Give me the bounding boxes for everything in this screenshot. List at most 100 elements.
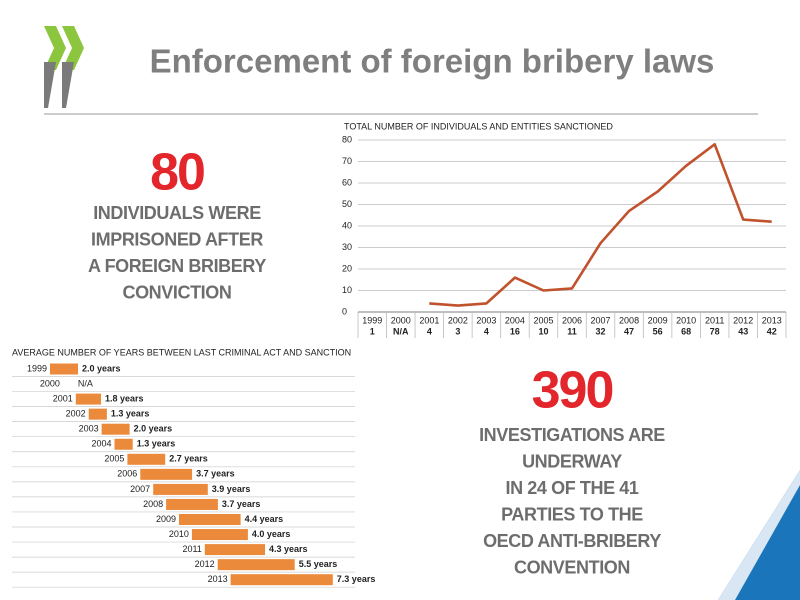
bar xyxy=(179,514,241,525)
y-tick-label: 20 xyxy=(342,263,352,273)
value-label: N/A xyxy=(393,326,409,336)
y-tick-label: 30 xyxy=(342,242,352,252)
value-label: 42 xyxy=(767,326,777,336)
category-label: 2013 xyxy=(208,574,228,584)
bar xyxy=(88,408,107,420)
category-label: 2004 xyxy=(91,439,111,449)
x-tick-label: 2004 xyxy=(505,315,525,325)
value-label: 3.9 years xyxy=(212,484,251,494)
value-label: 1.3 years xyxy=(111,409,150,419)
x-tick-label: 2002 xyxy=(448,315,468,325)
y-tick-label: 10 xyxy=(342,285,352,295)
x-tick-label: 2005 xyxy=(533,315,553,325)
value-label: 2.0 years xyxy=(82,363,121,373)
value-label: 4 xyxy=(484,326,489,336)
category-label: 2012 xyxy=(195,559,215,569)
category-label: 1999 xyxy=(27,363,47,373)
category-label: 2002 xyxy=(66,409,86,419)
value-label: 3.7 years xyxy=(222,499,261,509)
category-label: 2010 xyxy=(169,529,189,539)
stat-text: IMPRISONED AFTER xyxy=(91,229,263,249)
value-label: 1.3 years xyxy=(137,439,176,449)
bar xyxy=(50,363,78,375)
x-tick-label: 2001 xyxy=(419,315,439,325)
value-label: 11 xyxy=(567,326,577,336)
value-label: 10 xyxy=(538,326,548,336)
bar xyxy=(153,483,208,495)
value-label: 16 xyxy=(510,326,520,336)
y-tick-label: 0 xyxy=(342,306,347,316)
x-tick-label: 2009 xyxy=(648,315,668,325)
category-label: 2001 xyxy=(53,393,73,403)
chart-title: AVERAGE NUMBER OF YEARS BETWEEN LAST CRI… xyxy=(12,347,351,357)
category-label: 2000 xyxy=(40,378,60,388)
value-label: 47 xyxy=(624,326,634,336)
stat-number: 80 xyxy=(150,144,204,202)
x-tick-label: 2006 xyxy=(562,315,582,325)
bar xyxy=(114,438,133,450)
slide-title: Enforcement of foreign bribery laws xyxy=(150,43,715,80)
stat-text: INVESTIGATIONS ARE xyxy=(479,425,665,445)
corner-stripe xyxy=(718,470,800,600)
bar xyxy=(75,393,101,405)
x-tick-label: 2007 xyxy=(591,315,611,325)
stat-text: CONVENTION xyxy=(514,557,630,577)
x-tick-label: 2010 xyxy=(676,315,696,325)
chart-title: TOTAL NUMBER OF INDIVIDUALS AND ENTITIES… xyxy=(344,121,613,131)
x-tick-label: 2012 xyxy=(733,315,753,325)
value-label: N/A xyxy=(78,378,93,388)
y-tick-label: 60 xyxy=(342,177,352,187)
category-label: 2008 xyxy=(143,499,163,509)
value-label: 68 xyxy=(681,326,691,336)
logo-chevron xyxy=(62,26,84,70)
logo-bar xyxy=(44,62,56,108)
stat-text: UNDERWAY xyxy=(522,451,622,471)
value-label: 3.7 years xyxy=(196,469,235,479)
bar xyxy=(140,468,193,480)
category-label: 2007 xyxy=(130,484,150,494)
stat-text: CONVICTION xyxy=(122,282,231,302)
value-label: 3 xyxy=(455,326,460,336)
value-label: 7.3 years xyxy=(337,574,376,584)
value-label: 4.3 years xyxy=(269,544,308,554)
x-tick-label: 2013 xyxy=(762,315,782,325)
value-label: 4.4 years xyxy=(245,514,284,524)
data-line xyxy=(429,143,772,307)
logo-bar xyxy=(62,62,74,108)
x-tick-label: 2011 xyxy=(705,315,724,325)
value-label: 5.5 years xyxy=(299,559,338,569)
category-label: 2006 xyxy=(117,469,137,479)
value-label: 4.0 years xyxy=(252,529,291,539)
x-tick-label: 1999 xyxy=(362,315,382,325)
value-label: 1 xyxy=(370,326,375,336)
value-label: 4 xyxy=(427,326,432,336)
value-label: 1.8 years xyxy=(105,393,144,403)
value-label: 32 xyxy=(596,326,606,336)
bar xyxy=(204,544,265,556)
stat-text: PARTIES TO THE xyxy=(501,504,643,524)
x-tick-label: 2003 xyxy=(476,315,496,325)
bar xyxy=(127,453,166,465)
value-label: 56 xyxy=(653,326,663,336)
y-tick-label: 50 xyxy=(342,199,352,209)
value-label: 2.7 years xyxy=(169,454,208,464)
stat-text: IN 24 OF THE 41 xyxy=(505,478,638,498)
x-tick-label: 2008 xyxy=(619,315,639,325)
y-tick-label: 40 xyxy=(342,220,352,230)
x-tick-label: 2000 xyxy=(391,315,411,325)
stat-text: OECD ANTI-BRIBERY xyxy=(483,531,661,551)
stat-number: 390 xyxy=(532,362,613,420)
category-label: 2009 xyxy=(156,514,176,524)
category-label: 2003 xyxy=(79,424,99,434)
value-label: 43 xyxy=(738,326,748,336)
bar xyxy=(166,498,218,510)
category-label: 2005 xyxy=(104,454,124,464)
stat-text: A FOREIGN BRIBERY xyxy=(88,256,266,276)
y-tick-label: 80 xyxy=(342,134,352,144)
y-tick-label: 70 xyxy=(342,156,352,166)
logo-chevron xyxy=(44,26,66,70)
bar xyxy=(101,423,130,435)
stat-text: INDIVIDUALS WERE xyxy=(93,203,261,223)
category-label: 2011 xyxy=(182,544,201,554)
